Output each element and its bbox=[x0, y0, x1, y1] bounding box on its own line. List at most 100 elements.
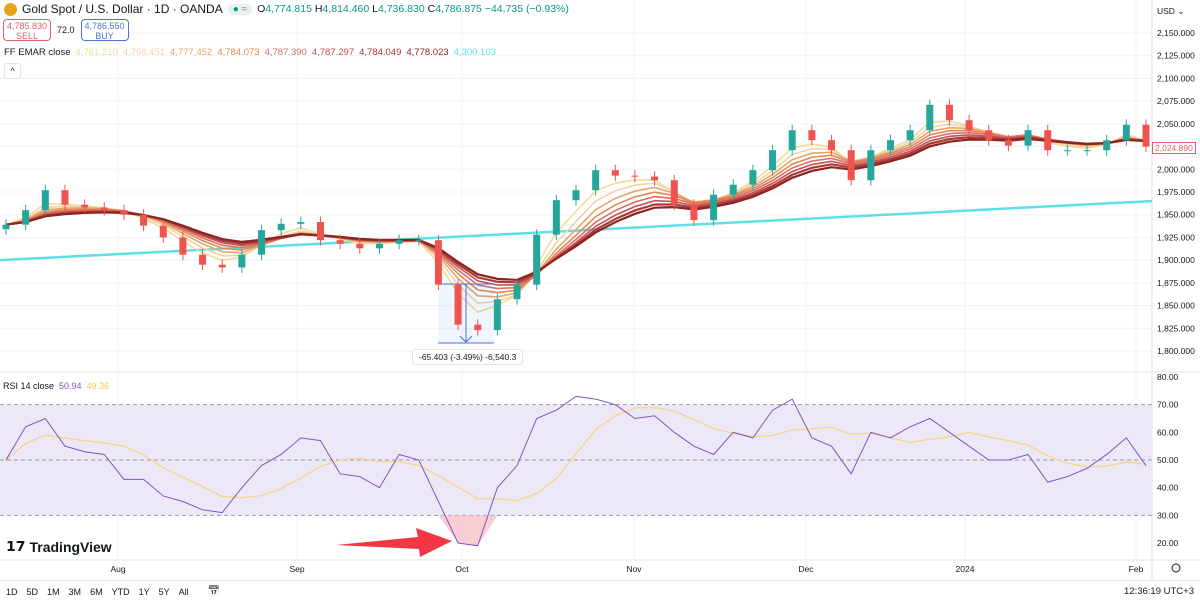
trade-panel: 4,785.830 SELL 72.0 4,786.550 BUY bbox=[3, 19, 129, 41]
currency-label: USD bbox=[1157, 6, 1175, 16]
ema-ribbon-line bbox=[5, 131, 1147, 290]
low-label: L bbox=[372, 3, 378, 15]
ohlc-values: O4,774.815 H4,814.460 L4,736.830 C4,786.… bbox=[257, 3, 569, 15]
candle-body bbox=[179, 237, 187, 255]
candle-body bbox=[828, 140, 836, 151]
candle-body bbox=[749, 170, 757, 185]
candle-body bbox=[1083, 150, 1091, 152]
ema-value: 4,784.073 bbox=[217, 47, 260, 58]
price-tick: 1,950.000 bbox=[1157, 210, 1195, 220]
candle-body bbox=[61, 190, 69, 205]
candle-body bbox=[611, 170, 619, 176]
currency-selector[interactable]: USD ⌄ bbox=[1157, 6, 1184, 17]
candle-body bbox=[1024, 130, 1032, 146]
candle-body bbox=[395, 240, 403, 244]
range-button-5d[interactable]: 5D bbox=[26, 586, 39, 597]
price-tick: 1,825.000 bbox=[1157, 323, 1195, 333]
candle-body bbox=[906, 130, 914, 141]
rsi-tick: 80.00 bbox=[1157, 372, 1179, 382]
candle-body bbox=[847, 150, 855, 181]
candle-body bbox=[1142, 124, 1150, 147]
ema-value: 4,784.049 bbox=[359, 47, 402, 58]
ema-value: 4,777.452 bbox=[170, 47, 213, 58]
dot-icon: ● bbox=[232, 3, 239, 15]
candle-body bbox=[356, 243, 364, 249]
candle-body bbox=[1063, 150, 1071, 152]
candle-body bbox=[552, 200, 560, 235]
candle-body bbox=[592, 170, 600, 191]
time-tick: Sep bbox=[289, 564, 304, 574]
rsi-signal-value: 49.36 bbox=[86, 381, 110, 391]
ema-value: 4,761.210 bbox=[75, 47, 118, 58]
range-button-all[interactable]: All bbox=[178, 586, 189, 597]
range-button-5y[interactable]: 5Y bbox=[158, 586, 170, 597]
close-label: C bbox=[427, 3, 436, 15]
open-value: 4,774.815 bbox=[265, 3, 312, 15]
candle-body bbox=[199, 254, 207, 265]
range-button-3m[interactable]: 3M bbox=[68, 586, 82, 597]
gold-logo-icon bbox=[4, 2, 17, 16]
buy-button[interactable]: 4,786.550 BUY bbox=[80, 19, 129, 41]
candle-body bbox=[985, 130, 993, 141]
range-button-ytd[interactable]: YTD bbox=[111, 586, 130, 597]
calendar-icon[interactable]: 📅 bbox=[207, 586, 221, 597]
price-tick: 2,100.000 bbox=[1157, 73, 1195, 83]
rsi-legend[interactable]: RSI 14 close 50.94 49.36 bbox=[3, 381, 109, 391]
candle-body bbox=[533, 234, 541, 285]
sell-price: 4,785.830 bbox=[6, 21, 48, 31]
candle-body bbox=[297, 221, 305, 224]
range-button-1m[interactable]: 1M bbox=[47, 586, 60, 597]
ema-ribbon-line bbox=[5, 136, 1147, 284]
time-tick: Aug bbox=[110, 564, 125, 574]
close-value: 4,786.875 bbox=[435, 3, 482, 15]
symbol-legend: Gold Spot / U.S. Dollar · 1D · OANDA ● ≈… bbox=[4, 2, 569, 16]
candle-body bbox=[926, 104, 934, 131]
candle-body bbox=[1004, 140, 1012, 146]
range-button-1y[interactable]: 1Y bbox=[138, 586, 150, 597]
rsi-tick: 70.00 bbox=[1157, 400, 1179, 410]
range-button-1d[interactable]: 1D bbox=[6, 586, 18, 597]
candle-body bbox=[690, 204, 698, 221]
price-tick: 2,050.000 bbox=[1157, 119, 1195, 129]
low-value: 4,736.830 bbox=[377, 3, 425, 15]
ema-ribbon-line bbox=[5, 126, 1147, 298]
candle-body bbox=[159, 225, 167, 238]
clock[interactable]: 12:36:19 UTC+3 bbox=[1124, 586, 1194, 597]
symbol-title[interactable]: Gold Spot / U.S. Dollar · 1D · OANDA bbox=[22, 2, 223, 16]
rsi-name: RSI 14 close bbox=[3, 381, 55, 391]
candle-body bbox=[120, 210, 128, 215]
candle-body bbox=[769, 150, 777, 171]
ema-ribbon-line bbox=[5, 120, 1147, 313]
range-button-6m[interactable]: 6M bbox=[90, 586, 103, 597]
settings-icon bbox=[1171, 563, 1181, 573]
candle-body bbox=[493, 299, 501, 331]
candle-body bbox=[454, 284, 462, 325]
price-tick: 1,975.000 bbox=[1157, 187, 1195, 197]
watermark-text: TradingView bbox=[29, 538, 112, 555]
candle-body bbox=[867, 150, 875, 181]
ema-indicator-name: FF EMAR close bbox=[4, 47, 71, 58]
ema-legend[interactable]: FF EMAR close 4,761.210 4,768.451 4,777.45… bbox=[4, 47, 496, 58]
price-tick: 1,800.000 bbox=[1157, 346, 1195, 356]
sell-button[interactable]: 4,785.830 SELL bbox=[3, 19, 51, 41]
time-tick: Nov bbox=[626, 564, 642, 574]
candle-body bbox=[258, 230, 266, 255]
candle-body bbox=[651, 176, 659, 181]
candle-body bbox=[808, 130, 816, 141]
time-tick: Feb bbox=[1129, 564, 1144, 574]
ema-value: 4,300.103 bbox=[453, 47, 496, 58]
candle-body bbox=[513, 284, 521, 300]
candle-body bbox=[572, 190, 580, 201]
ema-ribbon-line bbox=[5, 134, 1147, 286]
candle-body bbox=[886, 140, 894, 151]
collapse-legend-button[interactable]: ^ bbox=[4, 63, 21, 79]
arrow-down-icon bbox=[459, 335, 473, 343]
ema-value: 4,768.451 bbox=[122, 47, 166, 58]
candle-body bbox=[81, 204, 89, 208]
market-status-pill[interactable]: ● ≈ bbox=[227, 3, 253, 15]
oversold-fill bbox=[438, 515, 498, 546]
chart-canvas[interactable]: 2,150.000 2,125.000 2,100.000 2,075.000 2,05… bbox=[0, 0, 1200, 580]
ema-ribbon-line bbox=[5, 123, 1147, 304]
ema-value: 4,778.023 bbox=[406, 47, 449, 58]
ema-ribbon-line bbox=[5, 137, 1147, 282]
